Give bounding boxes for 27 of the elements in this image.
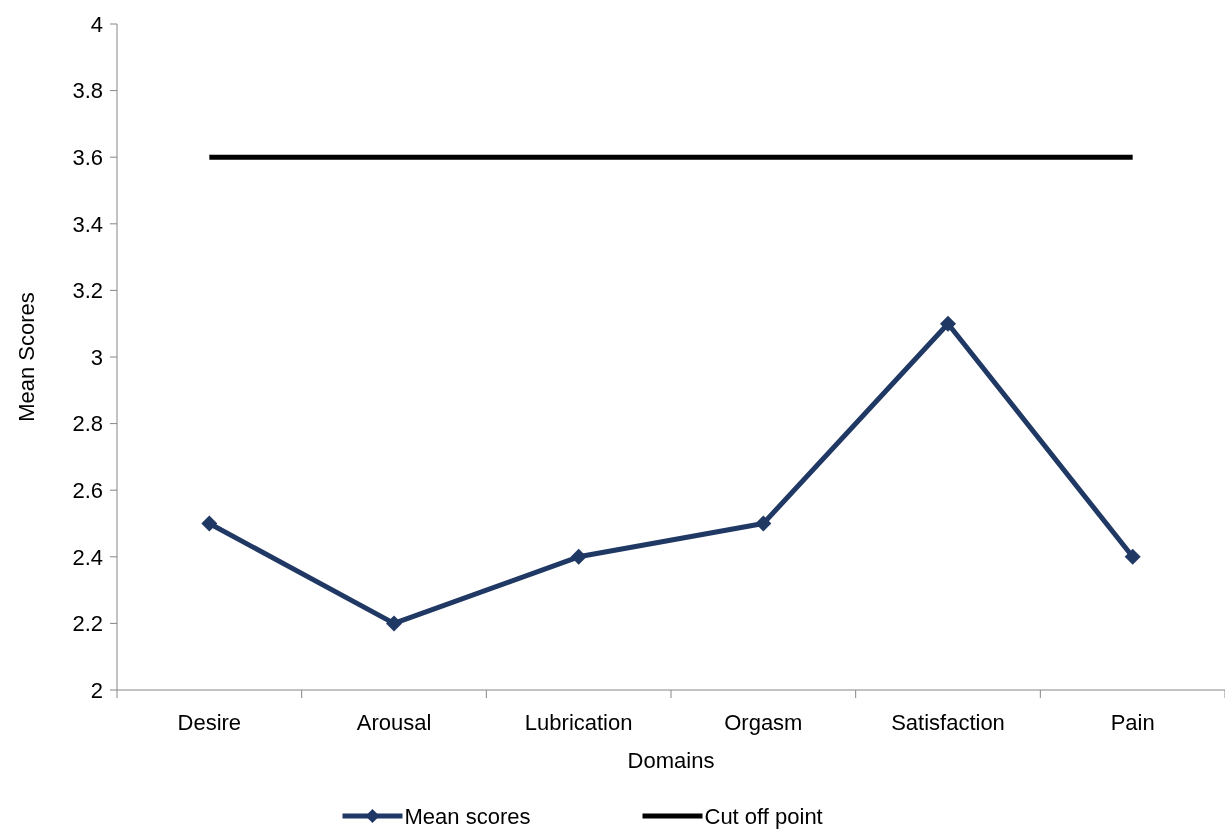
point	[201, 515, 218, 532]
x-tick-label: Pain	[1110, 710, 1155, 735]
point	[755, 515, 772, 532]
y-tick-label: 2.8	[72, 411, 103, 437]
point	[386, 615, 402, 632]
legend-label: Cut off point	[704, 803, 823, 829]
y-tick-label: 4	[90, 11, 103, 37]
point	[1124, 548, 1141, 565]
point	[940, 315, 956, 332]
y-tick-label: 2.2	[72, 611, 103, 637]
y-tick-label: 3.2	[72, 278, 103, 304]
x-tick-label: Lubrication	[524, 710, 633, 735]
x-tick-label: Satisfaction	[891, 710, 1005, 735]
y-tick-label: 3.4	[72, 211, 103, 237]
x-tick-label: Desire	[177, 710, 242, 735]
legend-label: Mean scores	[404, 803, 531, 829]
y-tick-label: 2.6	[72, 477, 103, 503]
x-axis-title: Domains	[627, 748, 715, 773]
y-tick-label: 3.6	[72, 144, 103, 170]
x-tick-label: Arousal	[356, 710, 432, 735]
y-axis-title: Mean Scores	[14, 292, 39, 422]
point	[570, 548, 587, 565]
y-tick-label: 2	[90, 677, 103, 703]
x-tick-label: Orgasm	[724, 710, 803, 735]
y-tick-label: 3.8	[72, 78, 103, 104]
y-tick-label: 2.4	[72, 544, 103, 570]
y-tick-label: 3	[90, 344, 103, 370]
